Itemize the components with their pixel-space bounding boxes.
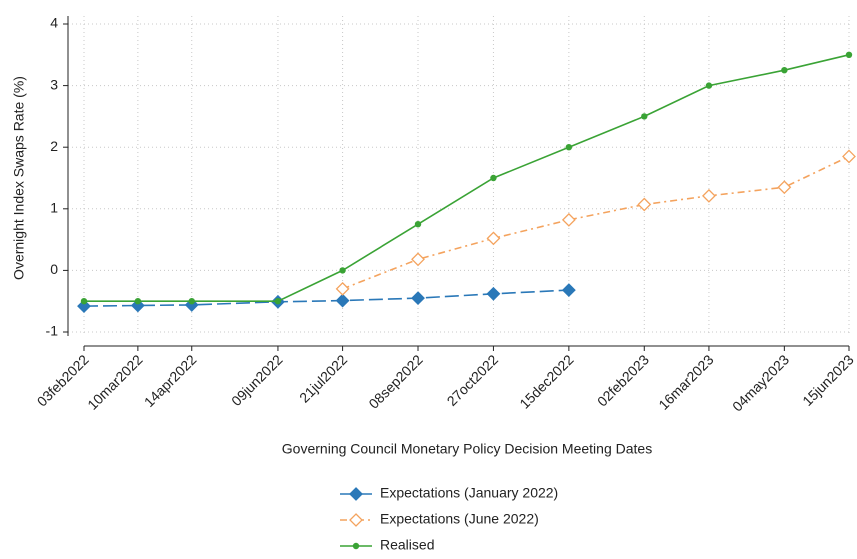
x-tick-label: 09jun2022 xyxy=(228,351,286,409)
y-tick-label: 2 xyxy=(50,138,58,154)
point xyxy=(486,231,501,246)
point xyxy=(411,291,425,306)
point xyxy=(130,298,145,313)
point xyxy=(561,212,576,227)
x-tick-label: 15dec2022 xyxy=(516,351,576,411)
point xyxy=(565,144,573,151)
point xyxy=(411,252,425,267)
point xyxy=(134,298,142,305)
legend-label: Expectations (January 2022) xyxy=(380,485,558,501)
x-axis-title: Governing Council Monetary Policy Decisi… xyxy=(282,441,652,457)
point xyxy=(705,82,713,89)
point xyxy=(80,298,88,305)
legend-marker xyxy=(352,542,360,550)
legend-marker xyxy=(349,487,363,501)
point xyxy=(641,113,648,120)
point xyxy=(845,51,853,58)
point xyxy=(702,188,716,203)
x-tick-label: 16mar2023 xyxy=(655,351,717,413)
point xyxy=(490,174,497,182)
x-tick-label: 03feb2022 xyxy=(34,351,92,409)
x-tick-label: 15jun2023 xyxy=(799,351,857,409)
point xyxy=(781,67,788,74)
series-line xyxy=(342,155,850,290)
legend-label: Realised xyxy=(380,537,434,553)
point xyxy=(77,299,91,314)
x-tick-label: 27oct2022 xyxy=(444,351,502,409)
x-tick-label: 10mar2022 xyxy=(84,351,146,413)
point xyxy=(335,293,350,308)
y-tick-label: 1 xyxy=(50,200,58,216)
point xyxy=(842,149,856,164)
x-tick-label: 08sep2022 xyxy=(365,351,425,411)
x-tick-label: 14apr2022 xyxy=(141,351,200,410)
point xyxy=(637,197,652,212)
point xyxy=(414,221,422,228)
point xyxy=(188,298,195,305)
point xyxy=(486,286,501,301)
point xyxy=(561,283,576,298)
x-tick-label: 04may2023 xyxy=(729,351,792,414)
x-tick-label: 21jul2022 xyxy=(296,351,350,405)
legend-label: Expectations (June 2022) xyxy=(380,511,539,527)
x-tick-label: 02feb2023 xyxy=(594,351,652,409)
y-axis-title: Overnight Index Swaps Rate (%) xyxy=(11,76,27,280)
y-tick-label: -1 xyxy=(46,323,59,339)
point xyxy=(339,267,346,274)
point xyxy=(335,281,350,296)
point xyxy=(274,298,282,305)
series-line xyxy=(83,289,569,307)
legend-marker xyxy=(349,513,363,527)
y-tick-label: 4 xyxy=(50,15,58,31)
y-tick-label: 3 xyxy=(50,76,58,92)
y-tick-label: 0 xyxy=(50,261,58,277)
point xyxy=(777,180,792,195)
series-line xyxy=(84,54,850,302)
